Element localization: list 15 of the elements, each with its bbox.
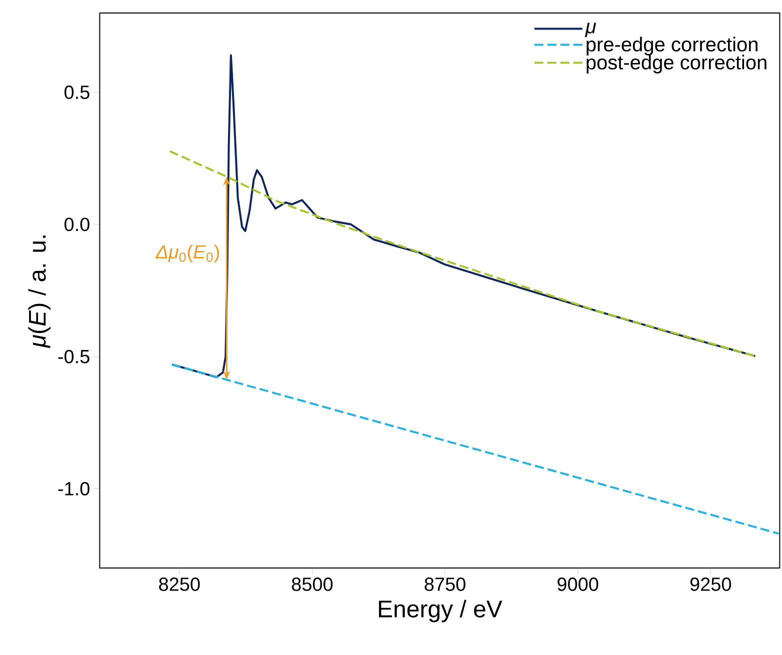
legend-label: μ (584, 22, 596, 38)
y-tick-label: 0.0 (64, 218, 90, 232)
y-tick-label: -0.5 (58, 350, 90, 364)
x-axis-title: Energy / eV (378, 600, 502, 622)
y-axis-title: μ(E) / a. u. (28, 236, 51, 348)
legend-label: post-edge correction (586, 54, 766, 74)
x-tick-label: 9250 (690, 578, 732, 591)
y-tick-label: 0.5 (64, 86, 90, 100)
x-tick-label: 9000 (558, 578, 598, 591)
x-tick-label: 8500 (292, 578, 333, 591)
y-tick-label: -1.0 (58, 482, 90, 496)
annotation: Δμ$_{0}$(E$_{0}$) (155, 244, 219, 262)
x-tick-label: 8250 (159, 578, 200, 591)
legend-label: pre-edge correction (586, 36, 758, 56)
x-tick-label: 8750 (424, 578, 466, 591)
